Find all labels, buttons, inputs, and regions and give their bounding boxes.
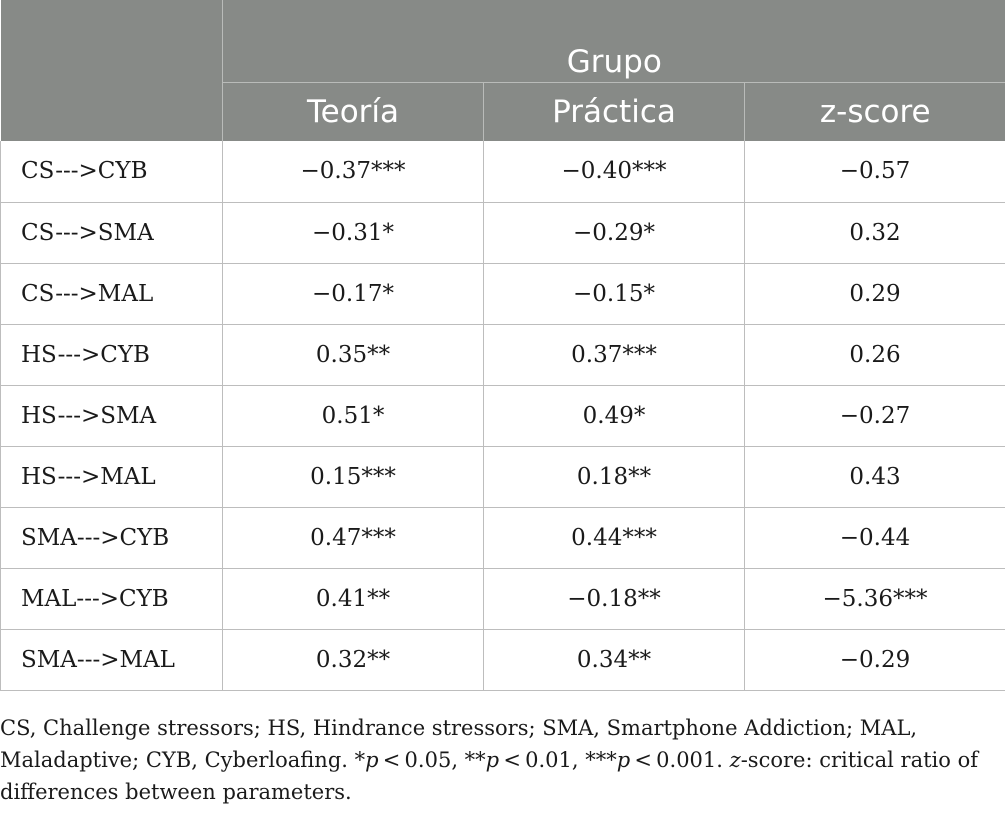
practica-cell: −0.18** [483,568,745,630]
header-col-zscore: z-score [743,82,1005,141]
header-col-teoria: Teoría [222,82,484,141]
zscore-cell: 0.32 [743,202,1005,264]
zscore-cell: −0.44 [743,507,1005,569]
teoria-cell: 0.51* [222,385,484,447]
teoria-cell: −0.17* [222,263,484,325]
table-row: HS--->MAL 0.15*** 0.18** 0.43 [0,446,1005,508]
path-cell: SMA--->MAL [0,629,223,691]
table-row: SMA--->CYB 0.47*** 0.44*** −0.44 [0,507,1005,569]
practica-cell: −0.40*** [483,141,745,203]
zscore-cell: 0.29 [743,263,1005,325]
header-group-label: Grupo [222,0,1005,83]
footnote-p-symbol: p [365,748,379,772]
zscore-cell: 0.26 [743,324,1005,386]
zscore-cell: −0.27 [743,385,1005,447]
practica-cell: 0.49* [483,385,745,447]
path-cell: SMA--->CYB [0,507,223,569]
zscore-cell: 0.43 [743,446,1005,508]
table-row: HS--->CYB 0.35** 0.37*** 0.26 [0,324,1005,386]
path-cell: HS--->CYB [0,324,223,386]
header-col-practica: Práctica [483,82,745,141]
table-row: CS--->SMA −0.31* −0.29* 0.32 [0,202,1005,264]
table-header: Grupo Teoría Práctica z-score [0,0,1005,141]
practica-cell: 0.34** [483,629,745,691]
table-row: HS--->SMA 0.51* 0.49* −0.27 [0,385,1005,447]
table-row: CS--->CYB −0.37*** −0.40*** −0.57 [0,141,1005,203]
footnote-z-symbol: z [729,748,741,772]
zscore-cell: −0.29 [743,629,1005,691]
footnote-text-3: < 0.01, *** [499,748,617,772]
table-row: MAL--->CYB 0.41** −0.18** −5.36*** [0,568,1005,630]
footnote-text-5: -score: critical ratio of differences be… [0,748,978,804]
footnote-text-2: < 0.05, ** [378,748,486,772]
path-cell: HS--->MAL [0,446,223,508]
teoria-cell: −0.37*** [222,141,484,203]
footnote-text-1: CS, Challenge stressors; HS, Hindrance s… [0,716,918,772]
zscore-cell: −5.36*** [743,568,1005,630]
path-cell: MAL--->CYB [0,568,223,630]
teoria-cell: −0.31* [222,202,484,264]
results-table: Grupo Teoría Práctica z-score CS--->CYB … [0,0,1005,691]
practica-cell: 0.18** [483,446,745,508]
table-row: CS--->MAL −0.17* −0.15* 0.29 [0,263,1005,325]
path-cell: HS--->SMA [0,385,223,447]
practica-cell: −0.29* [483,202,745,264]
path-cell: CS--->CYB [0,141,223,203]
table-footnote: CS, Challenge stressors; HS, Hindrance s… [0,712,1000,808]
footnote-p-symbol: p [616,748,631,772]
path-cell: CS--->MAL [0,263,223,325]
teoria-cell: 0.35** [222,324,484,386]
table-body: CS--->CYB −0.37*** −0.40*** −0.57 CS--->… [0,141,1005,691]
practica-cell: 0.37*** [483,324,745,386]
footnote-p-symbol: p [485,748,500,772]
zscore-cell: −0.57 [743,141,1005,203]
teoria-cell: 0.47*** [222,507,484,569]
header-blank-cell [0,0,223,141]
table-row: SMA--->MAL 0.32** 0.34** −0.29 [0,629,1005,691]
footnote-text-4: < 0.001. [630,748,730,772]
teoria-cell: 0.41** [222,568,484,630]
path-cell: CS--->SMA [0,202,223,264]
practica-cell: 0.44*** [483,507,745,569]
header-group-row: Grupo [0,0,1005,141]
results-table-container: Grupo Teoría Práctica z-score CS--->CYB … [0,0,1005,691]
practica-cell: −0.15* [483,263,745,325]
header-subcolumn-row: Teoría Práctica z-score [1,82,1005,141]
teoria-cell: 0.15*** [222,446,484,508]
teoria-cell: 0.32** [222,629,484,691]
